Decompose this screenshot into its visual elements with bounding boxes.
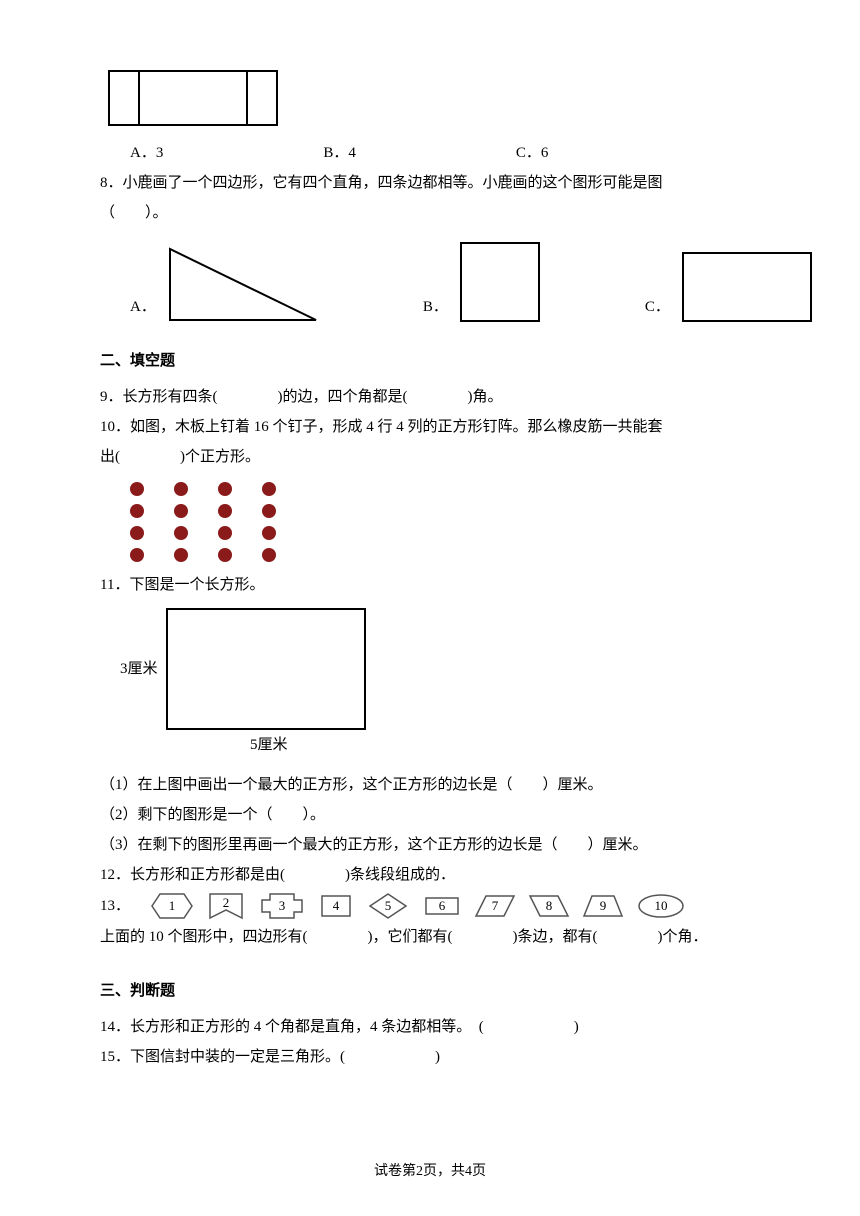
dot-grid [130, 482, 760, 562]
svg-text:7: 7 [492, 898, 499, 913]
shape-10-ellipse-icon: 10 [636, 890, 686, 922]
page-footer: 试卷第2页，共4页 [0, 1158, 860, 1186]
q7-figure [108, 70, 278, 126]
shape-1-hexagon-icon: 1 [150, 890, 194, 922]
q9-text: 9．长方形有四条( )的边，四个角都是( )角。 [100, 382, 760, 412]
q10-line1: 10．如图，木板上钉着 16 个钉子，形成 4 行 4 列的正方形钉阵。那么橡皮… [100, 412, 760, 442]
q12-text: 12．长方形和正方形都是由( )条线段组成的． [100, 860, 760, 890]
shape-5-diamond-icon: 5 [366, 890, 410, 922]
q13-prefix: 13． [100, 891, 130, 921]
triangle-icon [168, 247, 318, 322]
q8-options: A． B． C． [130, 242, 760, 322]
q8-label-c: C． [645, 292, 670, 322]
q8-label-b: B． [423, 292, 448, 322]
q7-choice-b: B．4 [323, 138, 356, 168]
shape-3-cross-icon: 3 [258, 890, 306, 922]
shape-7-parallelogram-icon: 7 [474, 890, 516, 922]
q11-rectangle [166, 608, 366, 730]
q11-intro: 11．下图是一个长方形。 [100, 570, 760, 600]
svg-text:8: 8 [546, 898, 553, 913]
shape-4-rect-icon: 4 [318, 890, 354, 922]
svg-text:6: 6 [439, 898, 446, 913]
q10-line2: 出( )个正方形。 [100, 442, 760, 472]
svg-text:9: 9 [600, 898, 607, 913]
q11-p2: （2）剩下的图形是一个（ ）。 [100, 800, 760, 830]
q7-choice-c: C．6 [516, 138, 549, 168]
svg-text:1: 1 [169, 898, 176, 913]
q11-label-h: 3厘米 [120, 654, 158, 684]
q8-text: 8．小鹿画了一个四边形，它有四个直角，四条边都相等。小鹿画的这个图形可能是图 [100, 168, 760, 198]
shape-8-parallelogram2-icon: 8 [528, 890, 570, 922]
section2-title: 二、填空题 [100, 346, 760, 376]
q11-p3: （3）在剩下的图形里再画一个最大的正方形，这个正方形的边长是（ ）厘米。 [100, 830, 760, 860]
shape-9-trapezoid-icon: 9 [582, 890, 624, 922]
q8-label-a: A． [130, 292, 156, 322]
q11-figure: 3厘米 [120, 608, 760, 730]
rect-icon [682, 252, 812, 322]
shape-6-rect2-icon: 6 [422, 890, 462, 922]
svg-text:5: 5 [385, 898, 392, 913]
q15-text: 15．下图信封中装的一定是三角形。( ) [100, 1042, 760, 1072]
q7-choice-a: A．3 [130, 138, 163, 168]
q11-p1: （1）在上图中画出一个最大的正方形，这个正方形的边长是（ ）厘米。 [100, 770, 760, 800]
q14-text: 14．长方形和正方形的 4 个角都是直角，4 条边都相等。 ( ) [100, 1012, 760, 1042]
svg-text:10: 10 [655, 898, 668, 913]
q13-line2: 上面的 10 个图形中，四边形有( )，它们都有( )条边，都有( )个角． [100, 922, 760, 952]
shape-2-flag-icon: 2 [206, 890, 246, 922]
svg-text:4: 4 [333, 898, 340, 913]
svg-text:2: 2 [223, 895, 230, 910]
square-icon [460, 242, 540, 322]
q7-choices: A．3 B．4 C．6 [130, 138, 760, 168]
section3-title: 三、判断题 [100, 976, 760, 1006]
q11-label-w: 5厘米 [250, 730, 760, 760]
q13-shapes: 1 2 3 4 5 6 7 8 9 10 [150, 890, 686, 922]
svg-text:3: 3 [279, 898, 286, 913]
q8-paren: （ ）。 [100, 198, 760, 228]
